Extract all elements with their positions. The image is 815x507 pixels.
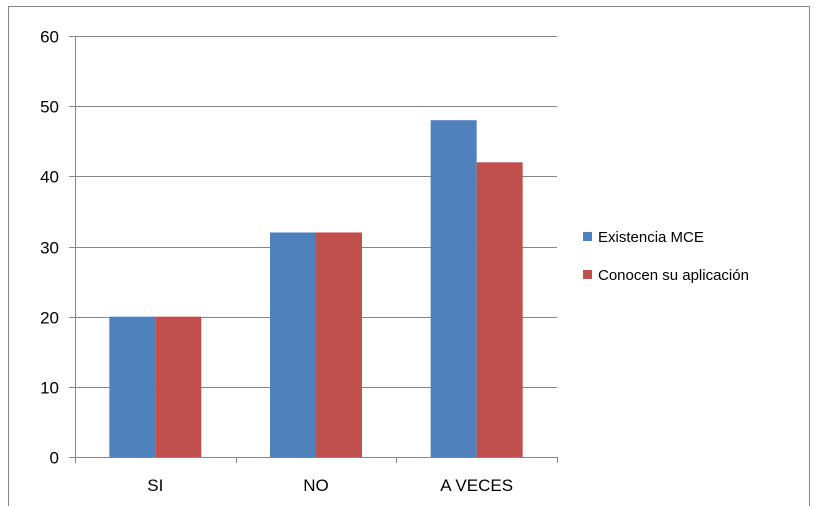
y-tick-label: 50 [40,98,59,117]
bar-conocen-su-aplicacion-a-veces [476,162,523,458]
x-tick-label: SI [147,476,163,495]
y-tick-labels: 0 10 20 30 40 50 60 [40,28,59,468]
legend-label: Conocen su aplicación [598,267,749,284]
legend-label: Existencia MCE [598,229,704,246]
x-tick-label: NO [303,476,329,495]
legend: Existencia MCE Conocen su aplicación [583,229,749,284]
bar-existencia-mce-a-veces [430,120,477,457]
legend-swatch [583,232,592,241]
y-tick-label: 30 [40,239,59,258]
legend-swatch [583,270,592,279]
bar-existencia-mce-no [270,232,316,457]
y-tick-label: 20 [40,309,59,328]
bar-existencia-mce-si [109,316,156,457]
bars [109,120,523,458]
axes [69,36,558,463]
bar-conocen-su-aplicacion-no [316,232,362,457]
y-tick-label: 0 [50,449,59,468]
x-tick-label: A VECES [440,476,513,495]
x-tick-labels: SI NO A VECES [147,476,513,495]
y-tick-label: 60 [40,28,59,47]
bar-conocen-su-aplicacion-si [155,316,202,457]
y-tick-label: 10 [40,379,59,398]
y-tick-label: 40 [40,168,59,187]
